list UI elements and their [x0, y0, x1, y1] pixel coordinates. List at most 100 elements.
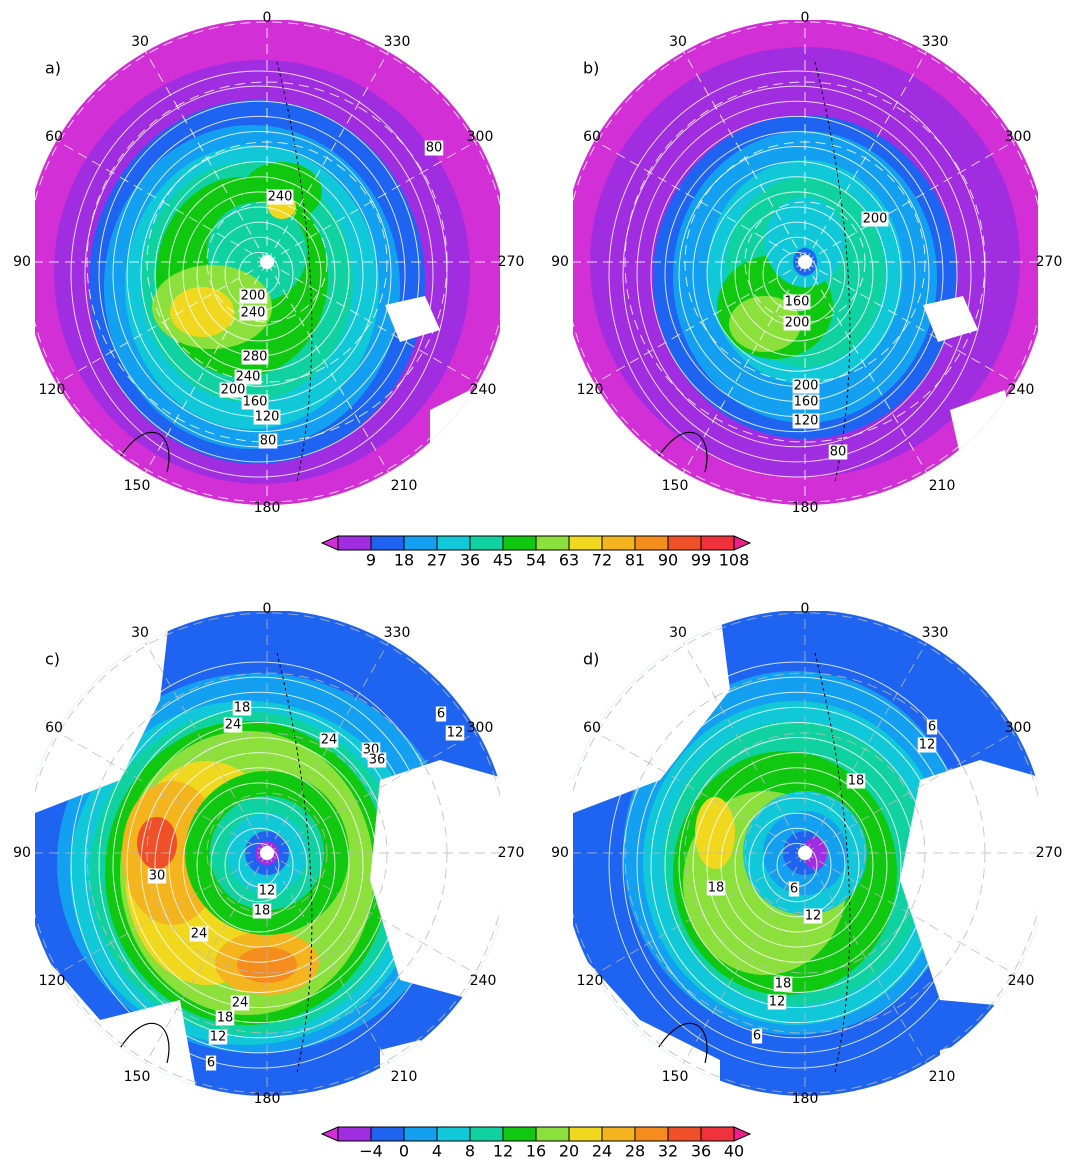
contour-label: 12 — [447, 726, 464, 741]
contour-label: 12 — [210, 1030, 227, 1045]
colorbar-box — [602, 536, 635, 550]
colorbar-box — [635, 1127, 668, 1141]
map-disc — [545, 2, 1065, 522]
colorbar-box — [404, 536, 437, 550]
contour-label: 80 — [426, 141, 443, 156]
longitude-label: 0 — [263, 601, 272, 617]
longitude-label: 300 — [1005, 129, 1032, 145]
colorbar-box — [404, 1127, 437, 1141]
longitude-label: 300 — [467, 720, 494, 736]
map-panel — [545, 2, 1065, 522]
longitude-label: 90 — [551, 845, 569, 861]
colorbar-label: 45 — [493, 551, 513, 570]
colorbar-box — [635, 536, 668, 550]
contour-label: 6 — [753, 1029, 761, 1044]
longitude-label: 180 — [254, 1091, 281, 1107]
contour-label: 240 — [268, 190, 293, 205]
longitude-label: 330 — [922, 625, 949, 641]
longitude-label: 30 — [669, 34, 687, 50]
contour-label: 160 — [794, 395, 819, 410]
contour-label: 6 — [207, 1056, 215, 1071]
colorbar-label: 81 — [625, 551, 645, 570]
longitude-label: 180 — [792, 500, 819, 516]
colorbar-extend-high — [734, 536, 750, 550]
colorbar-box — [338, 1127, 371, 1141]
colorbar-box — [569, 1127, 602, 1141]
colorbar-box — [668, 536, 701, 550]
colorbar-label: 4 — [432, 1142, 442, 1161]
filled-contour — [695, 797, 735, 869]
colorbar-box — [470, 536, 503, 550]
longitude-label: 30 — [669, 625, 687, 641]
longitude-label: 270 — [1036, 254, 1063, 270]
longitude-label: 30 — [131, 625, 149, 641]
missing-data — [940, 1040, 1050, 1110]
contour-label: 6 — [437, 707, 445, 722]
longitude-label: 120 — [577, 382, 604, 398]
longitude-label: 300 — [1005, 720, 1032, 736]
longitude-label: 120 — [577, 973, 604, 989]
contour-label: 18 — [708, 881, 725, 896]
longitude-label: 120 — [39, 382, 66, 398]
longitude-label: 240 — [470, 382, 497, 398]
colorbar-label: 12 — [493, 1142, 513, 1161]
contour-label: 240 — [241, 306, 266, 321]
contour-label: 120 — [255, 410, 280, 425]
longitude-label: 90 — [551, 254, 569, 270]
colorbar-box — [503, 1127, 536, 1141]
colorbar-label: 40 — [724, 1142, 744, 1161]
contour-label: 24 — [191, 927, 208, 942]
contour-label: 12 — [259, 884, 276, 899]
contour-label: 6 — [928, 720, 936, 735]
panel-label: d) — [583, 650, 599, 669]
colorbar-box — [569, 536, 602, 550]
colorbar-box — [503, 536, 536, 550]
colorbar-label: 90 — [658, 551, 678, 570]
contour-label: 36 — [369, 753, 386, 768]
longitude-label: 330 — [384, 625, 411, 641]
colorbar-label: 20 — [559, 1142, 579, 1161]
panel-label: a) — [45, 59, 61, 78]
colorbar-label: 32 — [658, 1142, 678, 1161]
contour-label: 200 — [794, 379, 819, 394]
longitude-label: 30 — [131, 34, 149, 50]
contour-label: 160 — [785, 295, 810, 310]
colorbar-extend-high — [734, 1127, 750, 1141]
contour-label: 18 — [234, 701, 251, 716]
colorbar-label: 24 — [592, 1142, 612, 1161]
longitude-label: 180 — [792, 1091, 819, 1107]
colorbar-box — [437, 536, 470, 550]
colorbar-box — [536, 536, 569, 550]
figure: 2402002402802402001601208080033030027024… — [0, 0, 1081, 1162]
longitude-label: 150 — [124, 1069, 151, 1085]
map-panel — [7, 593, 527, 1113]
longitude-label: 150 — [124, 478, 151, 494]
longitude-label: 90 — [13, 254, 31, 270]
colorbar-box — [701, 1127, 734, 1141]
longitude-label: 150 — [662, 478, 689, 494]
colorbar-box — [602, 1127, 635, 1141]
longitude-label: 0 — [801, 10, 810, 26]
pole — [260, 255, 274, 269]
longitude-label: 240 — [1008, 382, 1035, 398]
contour-label: 18 — [775, 977, 792, 992]
longitude-label: 0 — [263, 10, 272, 26]
contour-label: 12 — [805, 909, 822, 924]
colorbar-extend-low — [322, 1127, 338, 1141]
colorbar-label: 28 — [625, 1142, 645, 1161]
longitude-label: 90 — [13, 845, 31, 861]
contour-label: 18 — [254, 904, 271, 919]
longitude-label: 240 — [470, 973, 497, 989]
map-disc — [7, 593, 527, 1113]
longitude-label: 330 — [922, 34, 949, 50]
contour-label: 200 — [863, 212, 888, 227]
colorbar-label: 36 — [460, 551, 480, 570]
colorbar-box — [437, 1127, 470, 1141]
map-panel — [545, 593, 1065, 1113]
pole — [260, 846, 274, 860]
contour-label: 80 — [260, 434, 277, 449]
longitude-label: 210 — [929, 1069, 956, 1085]
contour-label: 280 — [243, 350, 268, 365]
contour-label: 18 — [217, 1011, 234, 1026]
contour-label: 24 — [321, 733, 338, 748]
